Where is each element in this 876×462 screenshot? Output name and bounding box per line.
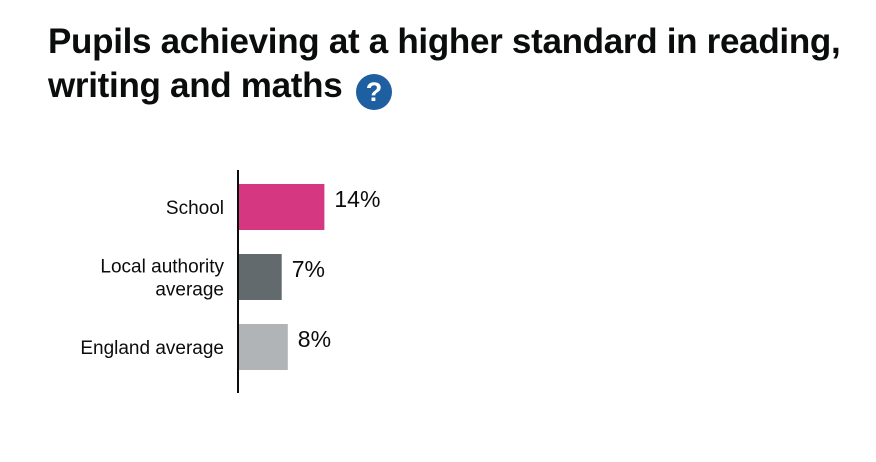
category-label-line: England average — [80, 338, 224, 359]
category-label-line: average — [155, 280, 224, 301]
value-label-school: 14% — [334, 186, 380, 212]
value-label-local-authority: 7% — [292, 256, 325, 282]
category-label-line: Local authority — [100, 257, 224, 278]
bar-school — [239, 184, 325, 230]
help-question-icon[interactable]: ? — [355, 74, 392, 110]
title-line-1: Pupils achieving at a higher standard in… — [48, 22, 841, 61]
bar-local-authority — [239, 254, 282, 300]
value-label-england: 8% — [298, 326, 331, 352]
category-label-school: School — [166, 198, 224, 219]
category-label-england: England average — [80, 338, 224, 359]
title-line-2: writing and maths — [48, 66, 343, 105]
page-title: Pupils achieving at a higher standard in… — [48, 20, 848, 110]
bar-england — [239, 324, 288, 370]
category-label-local-authority: Local authority average — [100, 257, 224, 301]
category-label-line: School — [166, 198, 224, 219]
